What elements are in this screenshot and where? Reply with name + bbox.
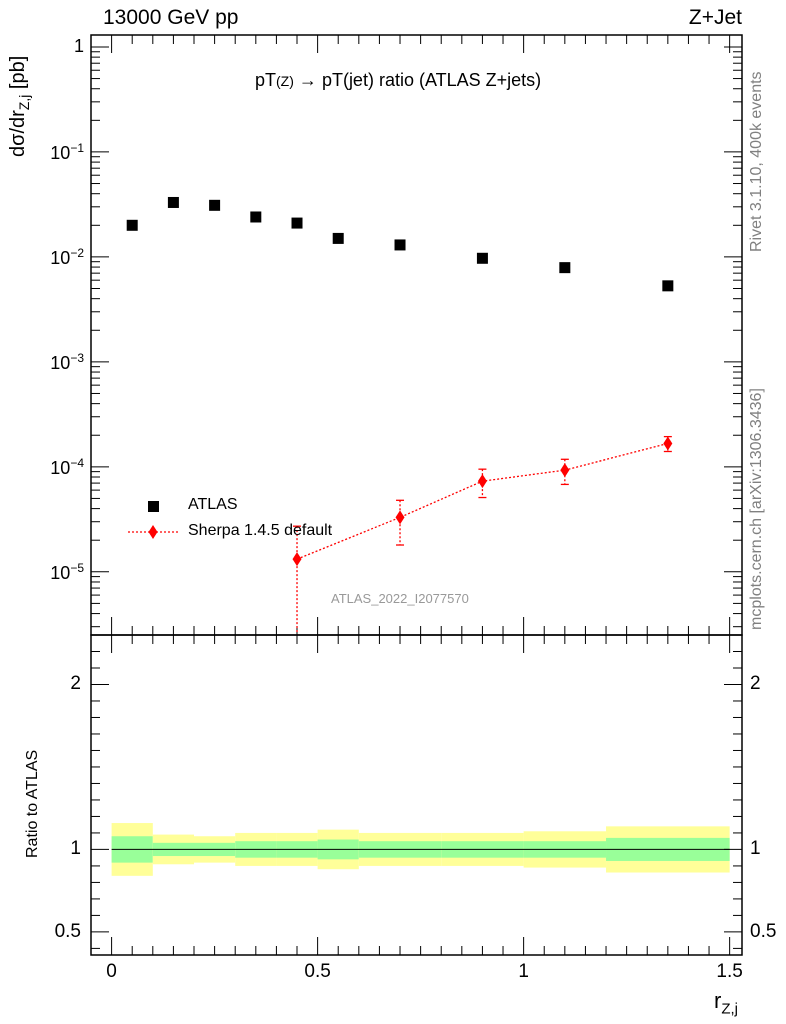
ratio-y-tick-label-right: 1 xyxy=(750,838,761,860)
atlas-point xyxy=(126,219,138,231)
x-axis-label: rZ,j xyxy=(714,988,738,1017)
ratio-y-tick-label: 1 xyxy=(70,838,81,860)
sherpa-point xyxy=(477,474,487,489)
header-right: Z+Jet xyxy=(688,6,742,29)
atlas-point xyxy=(167,196,179,208)
title-part-2: (Z) xyxy=(276,73,294,89)
x-tick-label: 1.5 xyxy=(716,960,743,982)
sherpa-series xyxy=(292,435,673,635)
legend-markers xyxy=(128,501,178,539)
sherpa-point xyxy=(560,463,570,478)
watermark: ATLAS_2022_I2077570 xyxy=(331,591,469,606)
ratio-y-tick-label-right: 2 xyxy=(750,673,761,695)
legend-label-atlas: ATLAS xyxy=(188,496,238,513)
title-part-1: pT xyxy=(255,70,277,90)
x-tick-label: 0 xyxy=(106,960,117,982)
atlas-point xyxy=(476,252,488,264)
x-axis-label-sub: Z,j xyxy=(721,1000,738,1018)
header-left: 13000 GeV pp xyxy=(103,6,239,29)
sherpa-point xyxy=(663,436,673,451)
title-arrow: → xyxy=(298,70,317,90)
main-ticks xyxy=(91,46,742,628)
y-tick-label: 10−5 xyxy=(50,561,84,583)
atlas-point xyxy=(662,280,674,292)
x-axis-label-base: r xyxy=(714,988,722,1013)
sherpa-line xyxy=(296,442,668,560)
ratio-y-tick-label: 2 xyxy=(70,673,81,695)
atlas-point xyxy=(559,262,571,274)
ratio-plot-frame xyxy=(90,634,743,956)
legend-atlas-marker xyxy=(148,501,159,512)
ratio-y-tick-label: 0.5 xyxy=(54,920,81,942)
rivet-info: Rivet 3.1.10, 400k events xyxy=(748,71,765,252)
y-tick-label: 10−4 xyxy=(50,456,84,479)
y-axis-label: dσ/drZ,j [pb] xyxy=(7,56,32,157)
atlas-point xyxy=(250,211,262,223)
y-tick-label: 10−1 xyxy=(50,141,84,164)
y-tick-label: 1 xyxy=(73,36,84,57)
main-plot-frame xyxy=(90,34,743,636)
y-tick-label: 10−2 xyxy=(50,246,84,269)
ratio-y-label: Ratio to ATLAS xyxy=(24,749,41,858)
y-axis-label-sub: Z,j xyxy=(16,94,32,111)
legend-label-sherpa: Sherpa 1.4.5 default xyxy=(188,522,333,539)
y-tick-label: 10−3 xyxy=(50,351,84,374)
y-axis-label-base: dσ/dr xyxy=(7,110,29,157)
atlas-series xyxy=(126,196,674,292)
atlas-point xyxy=(394,239,406,251)
atlas-point xyxy=(209,199,221,211)
title-part-3: pT(jet) ratio (ATLAS Z+jets) xyxy=(321,70,542,90)
atlas-point xyxy=(332,232,344,244)
sherpa-point xyxy=(292,552,302,567)
source-info: mcplots.cern.ch [arXiv:1306.3436] xyxy=(748,388,765,630)
x-tick-label: 1 xyxy=(518,960,529,982)
ratio-y-tick-label-right: 0.5 xyxy=(750,920,777,942)
ratio-ticks xyxy=(91,35,742,955)
atlas-point xyxy=(291,217,303,229)
legend-sherpa-marker xyxy=(148,525,158,539)
x-tick-label: 0.5 xyxy=(304,960,331,982)
sherpa-point xyxy=(395,510,405,525)
y-axis-label-unit: [pb] xyxy=(7,55,29,90)
main-title: pT(Z) → pT(jet) ratio (ATLAS Z+jets) xyxy=(255,70,541,91)
ratio-uncertainty-bands xyxy=(111,823,730,876)
